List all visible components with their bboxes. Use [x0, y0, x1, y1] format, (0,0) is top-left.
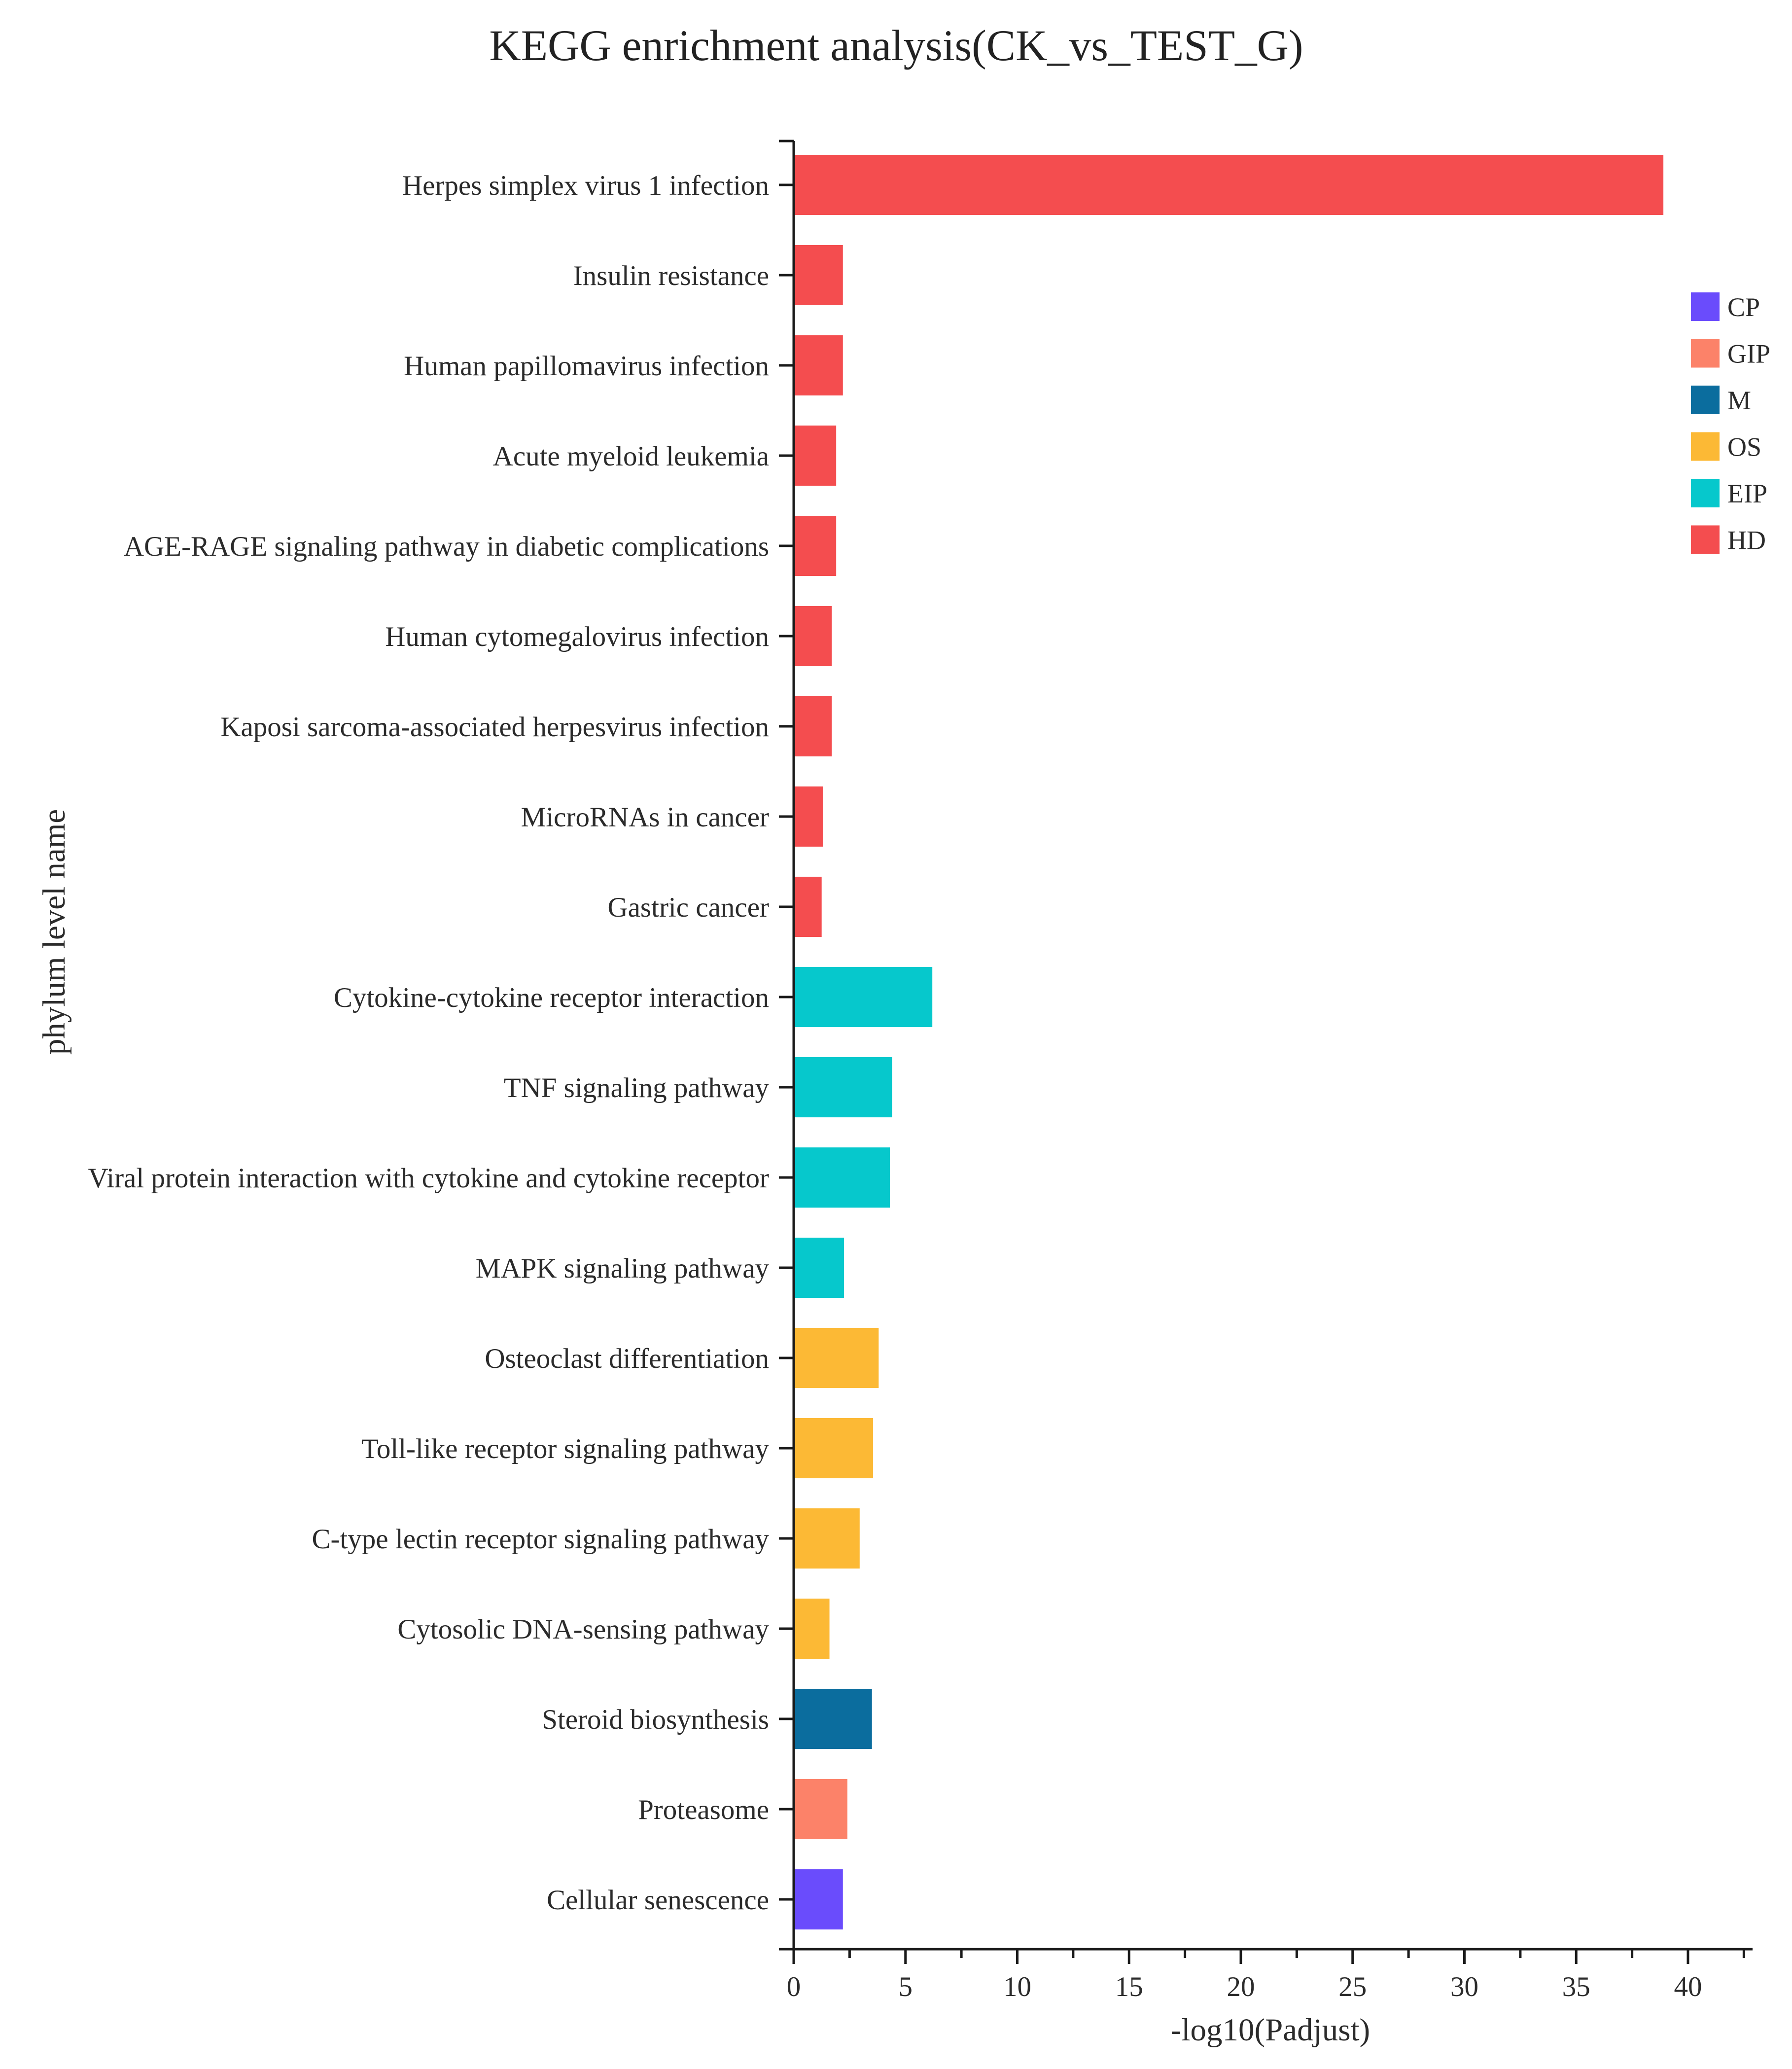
bars-layer [794, 155, 1664, 1929]
bar-cytokine-cytokine-receptor-interaction [794, 967, 933, 1027]
category-label: Insulin resistance [573, 260, 769, 291]
category-label: MicroRNAs in cancer [521, 802, 769, 833]
bar-mapk-signaling-pathway [794, 1238, 844, 1298]
bar-gastric-cancer [794, 877, 822, 937]
category-label: C-type lectin receptor signaling pathway [312, 1524, 769, 1555]
category-labels: Herpes simplex virus 1 infection Insulin … [88, 170, 770, 1916]
bar-cytosolic-dna-sensing-pathway [794, 1599, 830, 1659]
category-label: Proteasome [638, 1794, 769, 1825]
legend-swatch-m [1691, 386, 1720, 414]
y-axis-title: phylum level name [36, 809, 72, 1055]
legend-label-hd: HD [1727, 526, 1766, 555]
x-tick-label: 10 [1003, 1971, 1031, 2002]
bar-toll-like-receptor-signaling-pathway [794, 1418, 873, 1478]
legend-swatch-eip [1691, 479, 1720, 507]
legend-label-m: M [1727, 386, 1751, 415]
bar-steroid-biosynthesis [794, 1689, 872, 1749]
category-label: Osteoclast differentiation [485, 1343, 769, 1374]
bar-human-cytomegalovirus-infection [794, 606, 832, 666]
bar-proteasome [794, 1779, 847, 1839]
legend-swatch-os [1691, 432, 1720, 461]
x-tick-label: 5 [899, 1971, 913, 2002]
legend: CP GIP M OS EIP HD [1691, 292, 1770, 555]
category-label: MAPK signaling pathway [476, 1253, 770, 1284]
legend-swatch-gip [1691, 339, 1720, 368]
bar-c-type-lectin-receptor-signaling-pathway [794, 1508, 860, 1569]
category-label: Toll-like receptor signaling pathway [361, 1433, 770, 1464]
category-label: Steroid biosynthesis [542, 1704, 769, 1735]
category-label: Herpes simplex virus 1 infection [402, 170, 769, 201]
x-tick-label: 30 [1450, 1971, 1478, 2002]
bar-age-rage-signaling-pathway-in-diabetic-complications [794, 516, 837, 576]
x-tick-label: 20 [1227, 1971, 1255, 2002]
bar-viral-protein-interaction-with-cytokine-and-cytokine-receptor [794, 1147, 890, 1208]
category-label: AGE-RAGE signaling pathway in diabetic c… [124, 531, 769, 562]
legend-label-eip: EIP [1727, 479, 1767, 508]
x-tick-label: 25 [1338, 1971, 1367, 2002]
chart-title: KEGG enrichment analysis(CK_vs_TEST_G) [489, 22, 1303, 70]
bar-micrornas-in-cancer [794, 786, 823, 847]
legend-label-cp: CP [1727, 292, 1760, 322]
bar-acute-myeloid-leukemia [794, 426, 837, 486]
category-label: Kaposi sarcoma-associated herpesvirus in… [220, 712, 769, 743]
x-tick-label: 40 [1674, 1971, 1702, 2002]
bar-tnf-signaling-pathway [794, 1057, 892, 1117]
y-axis-ticks [779, 140, 794, 1901]
x-axis-title: -log10(Padjust) [1171, 2012, 1370, 2048]
category-label: Cytokine-cytokine receptor interaction [334, 982, 769, 1013]
bar-kaposi-sarcoma-associated-herpesvirus-infection [794, 696, 832, 756]
bar-human-papillomavirus-infection [794, 335, 843, 395]
category-label: Human papillomavirus infection [404, 351, 769, 382]
category-label: Cytosolic DNA-sensing pathway [397, 1614, 769, 1645]
category-label: Acute myeloid leukemia [493, 441, 769, 472]
bar-osteoclast-differentiation [794, 1328, 879, 1388]
x-tick-label: 15 [1115, 1971, 1143, 2002]
category-label: Viral protein interaction with cytokine … [88, 1163, 770, 1194]
x-tick-label: 35 [1562, 1971, 1590, 2002]
legend-swatch-hd [1691, 525, 1720, 554]
bar-insulin-resistance [794, 245, 843, 305]
category-label: Gastric cancer [607, 892, 769, 923]
category-label: Human cytomegalovirus infection [385, 621, 769, 652]
bar-herpes-simplex-virus-1-infection [794, 155, 1664, 215]
legend-swatch-cp [1691, 292, 1720, 321]
category-label: TNF signaling pathway [504, 1072, 770, 1104]
category-label: Cellular senescence [547, 1885, 769, 1916]
x-axis-ticks: 0 5 10 15 20 25 30 35 40 [787, 1949, 1745, 2002]
bar-cellular-senescence [794, 1869, 843, 1929]
x-tick-label: 0 [787, 1971, 801, 2002]
legend-label-gip: GIP [1727, 339, 1770, 369]
legend-label-os: OS [1727, 432, 1761, 462]
